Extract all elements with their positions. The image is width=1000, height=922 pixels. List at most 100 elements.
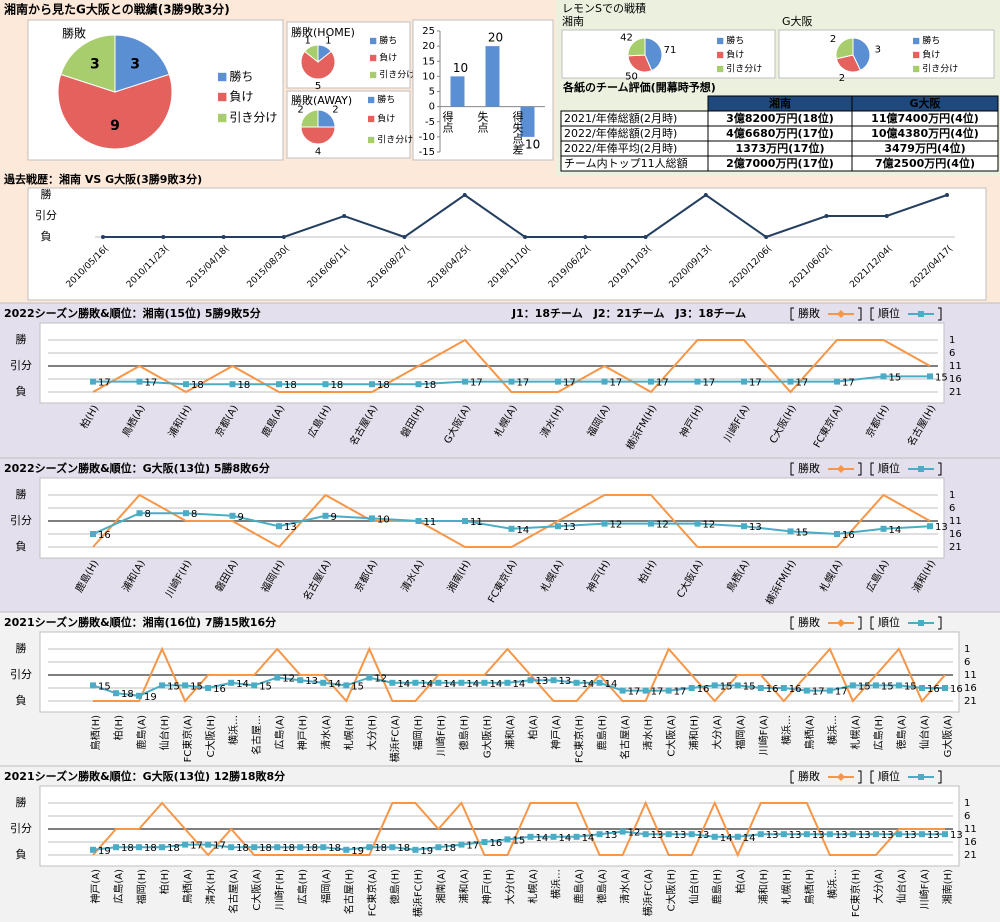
data-label: 17 xyxy=(213,841,226,852)
rank-marker xyxy=(834,378,840,385)
data-label: 18 xyxy=(331,380,344,391)
x-tick-label: 徳島(H) xyxy=(388,869,401,904)
rank-marker xyxy=(918,831,925,838)
table-title: 各紙のチーム評価(開幕時予想) xyxy=(562,80,716,94)
rank-marker xyxy=(343,846,350,853)
y2-tick-label: 11 xyxy=(964,670,977,681)
data-label: 13 xyxy=(284,522,297,533)
rank-marker xyxy=(183,510,189,517)
data-label: 14 xyxy=(328,679,341,690)
cell-text: 10億4380万円(4位) xyxy=(871,126,979,140)
data-label: 14 xyxy=(582,679,595,690)
rank-marker xyxy=(435,679,442,686)
data-label: 17 xyxy=(628,687,641,698)
pie-slice xyxy=(114,34,170,93)
legend-swatch xyxy=(218,92,227,102)
pie-slice xyxy=(852,37,871,71)
rank-marker xyxy=(389,679,396,686)
data-label: 3 xyxy=(90,56,100,72)
data-label: 18 xyxy=(121,689,134,700)
legend-label: 負け xyxy=(377,113,395,125)
panel-title: レモンSでの戦積 xyxy=(562,1,646,15)
rank-marker xyxy=(573,679,580,686)
data-label: 16 xyxy=(697,684,710,695)
x-tick-label: 大分(H) xyxy=(503,869,516,904)
legend-swatch xyxy=(218,113,227,123)
rank-marker xyxy=(182,682,189,689)
data-label: 15 xyxy=(167,681,180,692)
legend-swatch xyxy=(913,37,920,45)
x-tick-label: 福岡(A) xyxy=(319,869,332,904)
cell-text: 2億7000万円(17位) xyxy=(726,156,834,170)
data-label: 14 xyxy=(743,833,756,844)
cell-text: 11億7400万円(4位) xyxy=(871,111,979,125)
data-label: 11 xyxy=(424,517,437,528)
rank-marker xyxy=(276,523,282,530)
rank-marker xyxy=(688,831,695,838)
data-label: 10 xyxy=(453,61,468,75)
chart-box xyxy=(27,187,987,301)
rank-marker xyxy=(872,682,879,689)
y-tick-label: 引分 xyxy=(10,821,32,835)
data-label: 17 xyxy=(190,841,203,852)
y2-tick-label: 21 xyxy=(949,542,962,553)
legend-swatch xyxy=(368,115,375,123)
cell-text: 2021/年俸総額(2月時) xyxy=(564,111,677,125)
x-tick-label: 徳島(H) xyxy=(457,715,470,750)
rank-marker xyxy=(369,381,375,388)
x-tick-label: 鹿島(H) xyxy=(711,869,724,904)
y-tick-label: 勝 xyxy=(16,795,27,809)
rank-marker xyxy=(412,846,419,853)
rank-marker xyxy=(927,523,933,530)
legend-swatch xyxy=(913,51,920,59)
legend-bracket xyxy=(858,616,862,630)
legend-swatch xyxy=(368,96,375,104)
point xyxy=(523,235,527,239)
y2-tick-label: 16 xyxy=(949,529,962,540)
rank-marker xyxy=(322,381,329,388)
x-tick-label: FC東京(A) xyxy=(365,869,378,916)
rank-marker xyxy=(942,685,948,691)
data-label: 17 xyxy=(835,687,848,698)
x-tick-label: 仙台(H) xyxy=(688,869,701,904)
y-tick-label: 勝 xyxy=(16,332,27,346)
data-label: 15 xyxy=(512,835,525,846)
data-label: 15 xyxy=(935,372,948,383)
x-tick-label: 名古屋(A) xyxy=(619,715,632,760)
x-tick-label: 徳島(A) xyxy=(895,715,908,750)
data-label: 12 xyxy=(656,520,669,531)
rank-marker xyxy=(648,520,654,527)
data-label: 9 xyxy=(110,118,120,134)
data-label: 19 xyxy=(98,846,111,857)
legend-bracket xyxy=(938,616,942,630)
rank-marker xyxy=(508,525,515,532)
rank-marker xyxy=(757,831,764,838)
rank-marker xyxy=(555,523,561,530)
series-line xyxy=(92,338,931,394)
data-label: 18 xyxy=(191,380,204,391)
rank-marker xyxy=(711,682,718,689)
data-label: 13 xyxy=(927,830,940,841)
rank-marker xyxy=(297,677,304,684)
rank-marker xyxy=(601,378,608,385)
cell-text: 3億8200万円(18位) xyxy=(726,111,834,125)
data-label: 15 xyxy=(190,681,203,692)
data-label: 13 xyxy=(835,830,848,841)
y-tick-label: 勝 xyxy=(16,641,27,655)
legend-swatch xyxy=(717,37,724,45)
data-label: 13 xyxy=(935,522,948,533)
legend-label: 勝敗 xyxy=(798,461,820,475)
pie-slice xyxy=(835,37,854,60)
data-label: 17 xyxy=(749,378,762,389)
rank-marker xyxy=(458,679,465,686)
point xyxy=(824,214,829,218)
rank-marker xyxy=(927,373,933,380)
rank-marker xyxy=(601,520,608,527)
rank-marker xyxy=(648,378,654,385)
header-label: 湘南 xyxy=(769,96,791,110)
data-label: 8 xyxy=(191,509,197,520)
rank-marker xyxy=(274,674,281,681)
rank-marker xyxy=(90,682,96,689)
pie-slice xyxy=(835,54,862,73)
x-tick-label: G大阪(H) xyxy=(480,715,493,758)
